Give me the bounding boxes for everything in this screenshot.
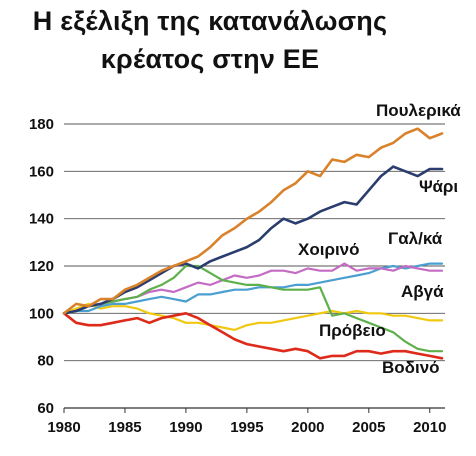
chart-title-line-1: Η εξέλιξη της κατανάλωσης (32, 6, 388, 36)
chart-title-line-2: κρέατος στην ΕΕ (100, 44, 320, 74)
series-label-0: Πουλερικά (376, 101, 461, 120)
x-axis-ticks: 1980 1985 1990 1995 2000 2005 2010 (47, 408, 446, 436)
series-line-1 (62, 165, 444, 315)
x-tick-label: 1990 (169, 419, 202, 436)
series-line-5 (62, 264, 444, 353)
series-lines (62, 127, 444, 360)
series-line-4 (62, 302, 444, 331)
x-tick-label: 2010 (413, 419, 446, 436)
series-label-2: Χοιρινό (298, 240, 360, 259)
y-tick-label: 120 (29, 258, 54, 275)
y-tick-label: 80 (37, 353, 54, 370)
x-tick-label: 2000 (291, 419, 324, 436)
y-tick-label: 60 (37, 400, 54, 417)
y-tick-label: 100 (29, 305, 54, 322)
series-label-1: Ψάρι (419, 177, 458, 196)
x-tick-label: 2005 (352, 419, 385, 436)
x-tick-label: 1980 (47, 419, 80, 436)
series-label-4: Αβγά (401, 282, 444, 301)
y-tick-label: 180 (29, 116, 54, 133)
series-label-3: Γαλ/κά (388, 229, 443, 248)
x-tick-label: 1995 (230, 419, 263, 436)
y-tick-label: 140 (29, 211, 54, 228)
y-tick-label: 160 (29, 163, 54, 180)
series-labels: Πουλερικά Ψάρι Χοιρινό Γαλ/κά Αβγά Πρόβειο Βοδ… (298, 101, 461, 377)
y-axis-ticks: 60 80 100 120 140 160 180 (29, 116, 54, 417)
series-line-6 (62, 311, 444, 360)
x-tick-label: 1985 (108, 419, 141, 436)
series-label-6: Βοδινό (382, 358, 440, 377)
series-line-0 (62, 127, 444, 315)
series-label-5: Πρόβειο (319, 321, 386, 340)
